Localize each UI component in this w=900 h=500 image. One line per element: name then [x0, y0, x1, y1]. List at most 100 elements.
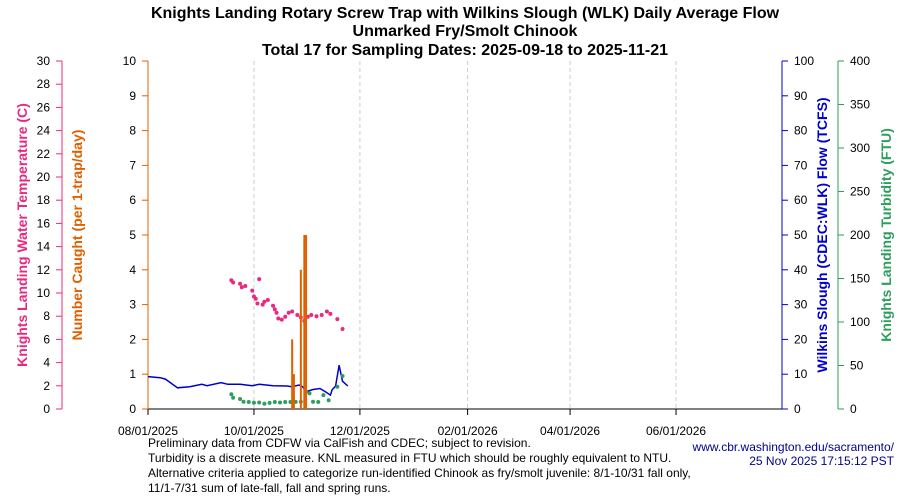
- footer-note-2: Turbidity is a discrete measure. KNL mea…: [148, 451, 671, 465]
- flow-tick-label: 20: [794, 332, 808, 346]
- catch-tick-label: 2: [129, 332, 136, 346]
- turbidity-axis-label: Knights Landing Turbidity (FTU): [878, 128, 894, 342]
- temperature-point: [265, 297, 270, 302]
- flow-tick-label: 60: [794, 193, 808, 207]
- turbidity-point: [283, 400, 288, 405]
- temperature-point: [243, 284, 248, 289]
- footer-note-4: 11/1-7/31 sum of late-fall, fall and spr…: [148, 481, 391, 495]
- turbidity-tick-label: 0: [850, 402, 857, 416]
- chart-title-1: Knights Landing Rotary Screw Trap with W…: [151, 5, 780, 22]
- temperature-point: [239, 285, 244, 290]
- temperature-tick-label: 16: [37, 216, 51, 230]
- flow-tick-label: 30: [794, 298, 808, 312]
- footer-note-1: Preliminary data from CDFW via CalFish a…: [148, 436, 531, 450]
- catch-tick-label: 7: [129, 158, 136, 172]
- turbidity-point: [251, 400, 256, 405]
- flow-tick-label: 80: [794, 124, 808, 138]
- x-tick-label: 10/01/2025: [224, 424, 284, 438]
- turbidity-tick-label: 300: [850, 141, 870, 155]
- flow-line: [147, 365, 349, 397]
- x-tick-label: 02/01/2026: [438, 424, 498, 438]
- turbidity-point: [316, 400, 321, 405]
- temperature-tick-label: 12: [37, 263, 51, 277]
- x-tick-label: 06/01/2026: [646, 424, 706, 438]
- temperature-point: [274, 310, 279, 315]
- turbidity-point: [307, 391, 312, 396]
- temperature-point: [257, 277, 262, 282]
- flow-tick-label: 100: [794, 54, 814, 68]
- catch-tick-label: 1: [129, 367, 136, 381]
- temperature-point: [290, 309, 295, 314]
- turbidity-tick-label: 400: [850, 54, 870, 68]
- temperature-tick-label: 2: [43, 379, 50, 393]
- temperature-point: [262, 299, 267, 304]
- temperature-point: [295, 313, 300, 318]
- temperature-tick-label: 4: [43, 356, 50, 370]
- flow-tick-label: 0: [794, 402, 801, 416]
- turbidity-tick-label: 100: [850, 315, 870, 329]
- temperature-tick-label: 14: [37, 240, 51, 254]
- turbidity-point: [278, 400, 283, 405]
- temperature-point: [255, 301, 260, 306]
- turbidity-tick-label: 50: [850, 359, 864, 373]
- catch-tick-label: 4: [129, 263, 136, 277]
- x-tick-label: 04/01/2026: [540, 424, 600, 438]
- temperature-point: [319, 313, 324, 318]
- turbidity-point: [321, 393, 326, 398]
- temperature-point: [335, 317, 340, 322]
- turbidity-tick-label: 150: [850, 272, 870, 286]
- flow-tick-label: 40: [794, 263, 808, 277]
- temperature-point: [283, 314, 288, 319]
- temperature-point: [286, 310, 291, 315]
- temperature-point: [309, 313, 314, 318]
- temperature-point: [314, 314, 319, 319]
- site-url[interactable]: www.cbr.washington.edu/sacramento/: [692, 440, 895, 454]
- temperature-point: [260, 302, 265, 307]
- turbidity-tick-label: 200: [850, 228, 870, 242]
- temperature-tick-label: 24: [37, 124, 51, 138]
- turbidity-point: [246, 400, 251, 405]
- turbidity-point: [229, 392, 234, 397]
- flow-tick-label: 90: [794, 89, 808, 103]
- temperature-tick-label: 22: [37, 147, 51, 161]
- temperature-point: [324, 309, 329, 314]
- x-tick-label: 12/01/2025: [330, 424, 390, 438]
- temperature-tick-label: 28: [37, 77, 51, 91]
- catch-tick-label: 5: [129, 228, 136, 242]
- turbidity-point: [335, 384, 340, 389]
- flow-axis-label: Wilkins Slough (CDEC:WLK) Flow (TCFS): [814, 97, 830, 372]
- turbidity-point: [340, 373, 345, 378]
- temperature-axis-label: Knights Landing Water Temperature (C): [14, 103, 30, 367]
- chart-title-3: Total 17 for Sampling Dates: 2025-09-18 …: [262, 42, 668, 59]
- temperature-tick-label: 20: [37, 170, 51, 184]
- temperature-tick-label: 30: [37, 54, 51, 68]
- turbidity-tick-label: 350: [850, 98, 870, 112]
- temperature-point: [340, 326, 345, 331]
- temperature-point: [272, 307, 277, 312]
- catch-tick-label: 6: [129, 193, 136, 207]
- catch-tick-label: 9: [129, 89, 136, 103]
- temperature-point: [279, 317, 284, 322]
- temperature-point: [276, 316, 281, 321]
- temperature-point: [253, 296, 258, 301]
- catch-tick-label: 3: [129, 298, 136, 312]
- temperature-tick-label: 8: [43, 309, 50, 323]
- turbidity-point: [311, 399, 316, 404]
- turbidity-point: [262, 401, 267, 406]
- temperature-tick-label: 6: [43, 332, 50, 346]
- flow-tick-label: 10: [794, 367, 808, 381]
- flow-tick-label: 70: [794, 158, 808, 172]
- turbidity-point: [231, 395, 236, 400]
- temperature-point: [271, 303, 276, 308]
- catch-tick-label: 0: [129, 402, 136, 416]
- temperature-point: [328, 311, 333, 316]
- catch-tick-label: 10: [123, 54, 137, 68]
- catch-axis-label: Number Caught (per 1-trap/day): [69, 130, 85, 341]
- footer-note-3: Alternative criteria applied to categori…: [148, 466, 691, 480]
- temperature-tick-label: 10: [37, 286, 51, 300]
- turbidity-point: [267, 400, 272, 405]
- flow-tick-label: 50: [794, 228, 808, 242]
- chart-title-2: Unmarked Fry/Smolt Chinook: [353, 23, 578, 40]
